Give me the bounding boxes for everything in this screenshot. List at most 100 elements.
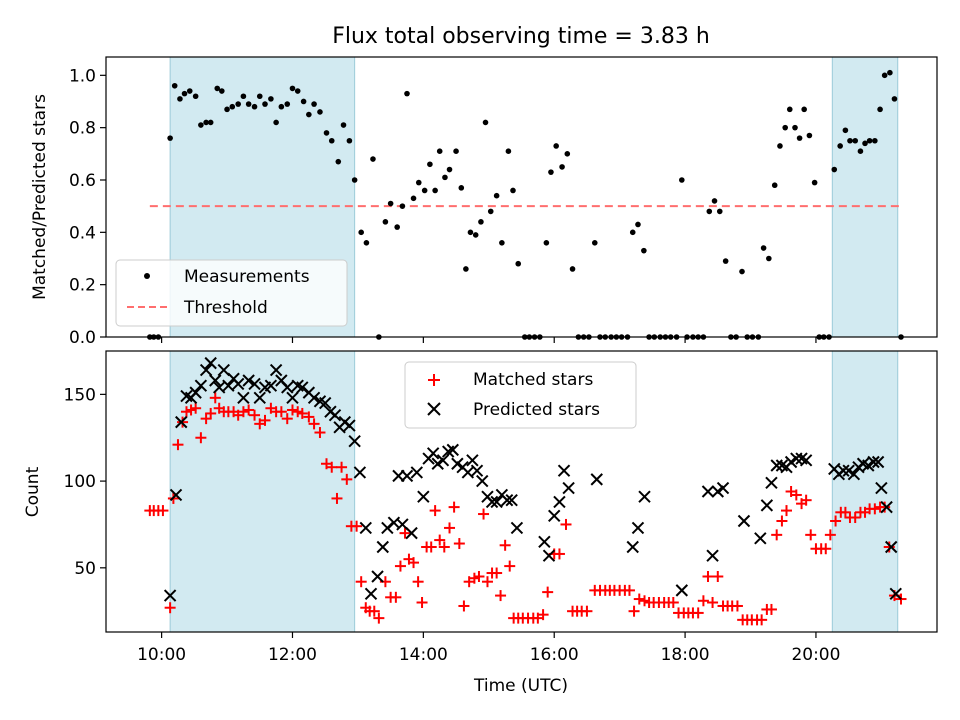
measurement-point — [203, 119, 209, 126]
measurement-point — [499, 239, 505, 246]
measurement-point — [442, 174, 448, 181]
measurement-point — [192, 93, 199, 100]
measurement-point — [346, 137, 353, 144]
measurement-point — [370, 156, 376, 162]
measurement-point — [493, 192, 500, 199]
predicted-star-point — [884, 540, 898, 554]
matched-star-point — [537, 609, 549, 621]
predicted-star-point — [353, 466, 367, 479]
measurement-point — [510, 187, 516, 194]
measurement-point — [167, 135, 173, 141]
count-plot-frame — [105, 350, 938, 633]
predicted-star-point — [204, 356, 217, 370]
measurement-point — [262, 101, 268, 107]
legend-measurements-label: Measurements — [184, 267, 310, 287]
matched-star-point — [883, 541, 895, 553]
matched-star-point — [314, 427, 326, 439]
measurement-point — [635, 221, 641, 228]
predicted-star-point — [222, 379, 235, 392]
measurement-point — [335, 158, 342, 165]
count-y-tick-label: 100 — [64, 472, 96, 492]
measurement-point — [837, 143, 843, 149]
predicted-star-point — [631, 521, 645, 535]
predicted-star-point — [837, 464, 850, 477]
legend-threshold-label: Threshold — [183, 298, 268, 318]
ratio-y-tick-label: 1.0 — [69, 66, 96, 86]
measurement-point — [591, 239, 598, 246]
count-shaded-interval — [831, 350, 899, 633]
measurement-point — [294, 88, 301, 94]
matched-star-point — [781, 505, 793, 517]
count-y-tick-label: 150 — [64, 385, 96, 405]
matched-star-point — [731, 600, 743, 612]
measurement-point — [722, 258, 729, 264]
matched-star-point — [308, 418, 320, 430]
legend-predicted-label: Predicted stars — [473, 400, 600, 420]
count-shaded-interval — [169, 350, 356, 633]
measurement-point — [806, 132, 813, 139]
predicted-star-point — [376, 540, 389, 554]
predicted-star-point — [231, 377, 245, 391]
count-y-axis-label: Count — [23, 466, 43, 517]
measurement-point — [862, 140, 868, 147]
predicted-star-point — [754, 532, 767, 545]
predicted-star-point — [175, 415, 188, 429]
predicted-star-point — [209, 374, 222, 387]
matched-star-point — [824, 529, 836, 541]
predicted-star-point — [548, 509, 561, 522]
measurement-point — [387, 200, 394, 207]
ratio-y-tick-label: 0.0 — [69, 328, 96, 348]
measurement-point — [548, 169, 554, 175]
matched-star-point — [560, 518, 572, 530]
predicted-star-point — [364, 587, 378, 601]
measurement-point — [235, 101, 241, 107]
predicted-star-point — [553, 495, 566, 509]
matched-star-point — [408, 557, 420, 569]
predicted-star-point — [318, 396, 332, 410]
matched-star-point — [164, 602, 176, 614]
measurement-point — [214, 85, 221, 92]
measurement-point — [340, 122, 347, 128]
measurement-point — [251, 103, 258, 110]
matched-star-point — [390, 591, 402, 603]
matched-star-point — [373, 612, 385, 624]
measurement-point — [382, 219, 389, 225]
measurement-point — [421, 187, 428, 194]
measurement-point — [446, 166, 453, 173]
ratio-y-tick-label: 0.2 — [69, 276, 96, 296]
matched-star-point — [756, 614, 768, 626]
ratio-legend: Measurements Threshold — [115, 259, 348, 327]
predicted-star-point — [281, 381, 294, 394]
matched-star-point — [491, 567, 503, 579]
predicted-star-point — [675, 584, 689, 597]
x-tick-label: 16:00 — [530, 645, 579, 665]
matched-star-point — [776, 515, 788, 527]
count-y-tick-label: 50 — [74, 559, 96, 579]
predicted-star-point — [253, 391, 266, 405]
matched-star-point — [195, 432, 207, 444]
predicted-star-point — [436, 454, 450, 467]
predicted-star-point — [485, 495, 499, 509]
measurement-point — [801, 106, 807, 113]
matched-star-point — [765, 603, 777, 615]
measurement-point — [629, 229, 636, 236]
matched-star-point — [623, 584, 635, 596]
count-legend: Matched stars Predicted stars — [404, 361, 637, 429]
matched-star-point — [473, 570, 485, 582]
matched-star-point — [331, 492, 343, 504]
measurement-point — [363, 239, 370, 246]
matched-star-point — [355, 576, 367, 588]
matched-star-point — [425, 541, 437, 553]
measurement-point — [887, 69, 893, 76]
measurement-point — [716, 208, 723, 215]
measurement-point — [436, 148, 443, 155]
predicted-star-point — [880, 500, 893, 514]
predicted-star-point — [343, 419, 356, 432]
predicted-star-point — [199, 363, 213, 377]
matched-star-point — [275, 406, 287, 418]
measurement-point — [404, 90, 410, 97]
measurement-point — [311, 101, 317, 107]
predicted-star-point — [790, 452, 803, 465]
measurement-point — [786, 106, 793, 113]
